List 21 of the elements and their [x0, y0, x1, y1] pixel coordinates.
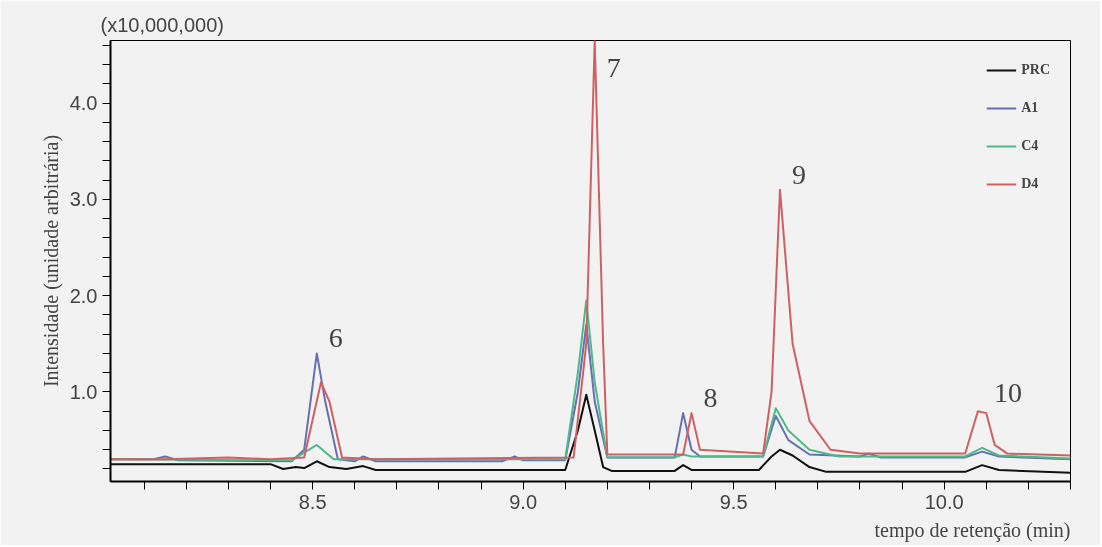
annotation: 6	[328, 322, 343, 354]
legend-label: A1	[1021, 100, 1040, 116]
y-tick-label: 2.0	[69, 284, 98, 307]
x-axis-title: tempo de retenção (min)	[874, 518, 1071, 542]
x-tick-label: 9.5	[719, 490, 748, 513]
x-tick-label: 8.5	[298, 490, 327, 513]
annotation: 8	[703, 382, 718, 414]
legend-label: D4	[1021, 176, 1040, 192]
x-tick-label: 10.0	[924, 490, 964, 513]
annotation: 9	[791, 158, 806, 190]
y-tick-label: 4.0	[69, 92, 98, 115]
annotation: 7	[606, 51, 621, 83]
y-tick-label: 1.0	[69, 380, 98, 403]
text: (x10,000,000)	[100, 13, 224, 36]
y-tick-label: 3.0	[69, 188, 98, 211]
line-series	[110, 40, 1071, 461]
y-axis-title: Intensidade (unidade arbitrária)	[39, 134, 63, 388]
legend-label: PRC	[1021, 62, 1050, 78]
annotation: 10	[994, 377, 1023, 409]
legend-label: C4	[1021, 138, 1040, 154]
x-tick-label: 9.0	[509, 490, 538, 513]
